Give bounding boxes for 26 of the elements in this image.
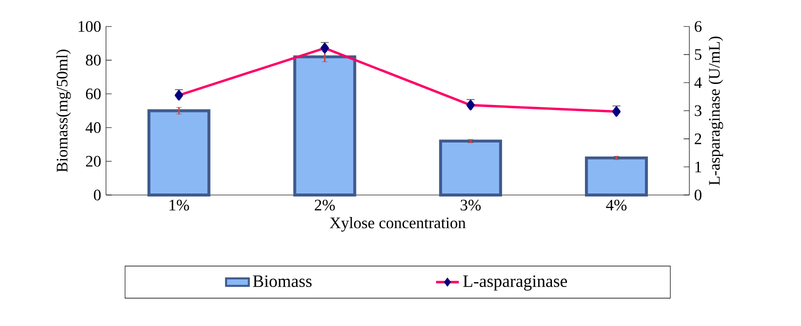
bar <box>147 109 210 196</box>
y2-tick-label: 2 <box>694 134 702 144</box>
y2-tick-label: 3 <box>694 105 702 116</box>
y-tick-label: 80 <box>86 54 101 66</box>
y-tick-label: 100 <box>78 21 101 32</box>
bar <box>584 156 648 196</box>
x-tick-label: 4% <box>606 200 627 211</box>
y-tick-label: 0 <box>94 190 101 200</box>
y-tick-label: 60 <box>86 88 101 100</box>
y2-tick-label: 6 <box>694 21 702 32</box>
legend-label: Biomass <box>252 275 312 288</box>
x-tick-label: 3% <box>460 200 481 211</box>
bar <box>293 55 356 196</box>
y-axis-title: Biomass(mg/50ml) <box>56 50 71 172</box>
y-tick-label: 40 <box>86 122 101 133</box>
bar <box>439 140 502 196</box>
legend-label: L-asparaginase <box>463 275 568 291</box>
y2-tick-label: 4 <box>694 77 702 88</box>
y2-tick-label: 0 <box>694 190 702 200</box>
x-tick-label: 1% <box>170 200 190 211</box>
y2-axis-title: L-asparaginase (U/mL) <box>708 36 724 186</box>
y2-tick-label: 1 <box>695 162 702 172</box>
x-tick-label: 2% <box>314 200 335 211</box>
y-tick-label: 20 <box>86 156 101 167</box>
y2-tick-label: 5 <box>694 49 702 60</box>
x-axis-title: Xylose concentration <box>330 217 466 232</box>
